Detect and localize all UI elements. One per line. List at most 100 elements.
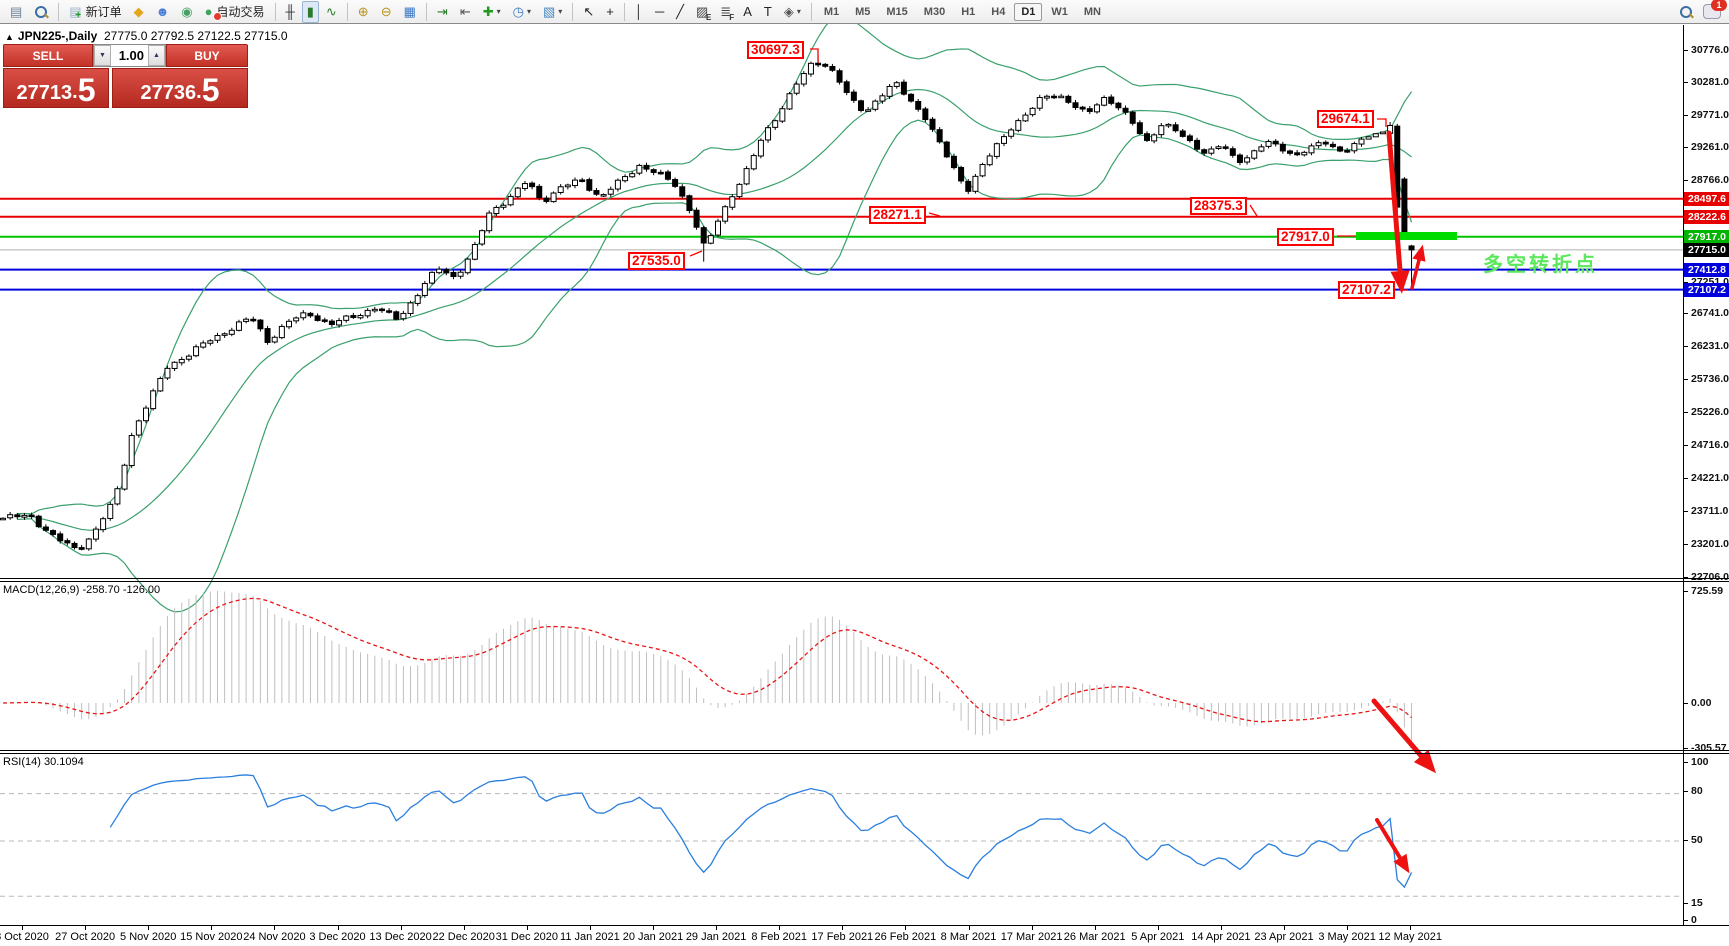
axis-tick-label: 25226.0 [1684, 406, 1729, 419]
text-icon[interactable]: A [738, 1, 757, 23]
pane-separator[interactable] [0, 581, 1729, 582]
trendline-icon[interactable]: ╱ [671, 1, 689, 23]
sell-price[interactable]: 27713. 5 [3, 68, 109, 108]
candle-body [493, 206, 500, 215]
red-trend-arrow[interactable] [1371, 698, 1432, 768]
candlestick-chart-icon[interactable]: ▮ [301, 0, 319, 23]
volume-increase-button[interactable]: ▲ [148, 45, 165, 66]
pane-separator[interactable] [0, 753, 1729, 754]
timeframe-d1[interactable]: D1 [1014, 2, 1043, 21]
price-badge-text: 27715.0 [1688, 244, 1726, 256]
candle-body [1136, 122, 1143, 135]
rsi-axis-label: 0 [1684, 914, 1729, 927]
rsi-line [109, 774, 1413, 889]
axis-tick-label: 28766.0 [1684, 174, 1729, 187]
candle-body [1372, 133, 1379, 138]
candle-body [579, 179, 586, 182]
pane-separator[interactable] [0, 578, 1729, 579]
line-chart-icon[interactable]: ∿ [321, 1, 342, 23]
candle-body [564, 184, 571, 188]
equidistant-channel-icon[interactable]: ▨ E [691, 1, 713, 23]
price-callout-27107.2[interactable]: 27107.2 [1338, 281, 1395, 299]
new-window-icon[interactable]: ▤ [5, 1, 27, 23]
toolbar-separator [810, 2, 812, 21]
candle-body [1129, 111, 1136, 124]
crosshair-icon[interactable]: + [601, 1, 619, 23]
price-callout-27535.0[interactable]: 27535.0 [628, 252, 685, 270]
time-tick [463, 926, 465, 930]
time-axis-label: 8 Feb 2021 [751, 931, 808, 943]
time-axis-label: 5 Apr 2021 [1131, 931, 1185, 943]
timeframe-m5[interactable]: M5 [855, 5, 871, 18]
green-highlight-band[interactable] [1356, 232, 1457, 240]
community-icon[interactable]: ☻ [151, 1, 175, 23]
candle-body [858, 100, 864, 111]
timeframe-w1[interactable]: W1 [1051, 5, 1068, 18]
price-callout-29674.1[interactable]: 29674.1 [1317, 110, 1374, 128]
signals-icon[interactable]: ◉ [176, 1, 197, 23]
price-callout-28375.3[interactable]: 28375.3 [1190, 197, 1247, 215]
print-preview-icon[interactable] [29, 1, 53, 23]
price-callout-30697.3[interactable]: 30697.3 [747, 41, 804, 59]
volume-value[interactable]: 1.00 [118, 48, 144, 63]
candle-body [436, 268, 443, 274]
candle-body [343, 315, 350, 321]
chart-canvas[interactable] [0, 24, 1683, 946]
auto-scroll-icon[interactable]: ⇥ [432, 1, 453, 23]
axis-tick-label: 24716.0 [1684, 439, 1729, 452]
zoom-out-icon[interactable]: ⊖ [376, 1, 397, 23]
axis-tick-label-text: 25226.0 [1691, 406, 1729, 418]
candle-body [7, 514, 14, 519]
vertical-line-icon[interactable]: │ [630, 1, 648, 23]
periods-icon[interactable]: ◷ ▾ [508, 1, 536, 23]
red-trend-arrow[interactable] [1386, 130, 1404, 286]
candle-body [1093, 104, 1100, 113]
deposit-gold-icon[interactable]: ◆ [129, 1, 149, 23]
horizontal-line-icon[interactable]: ─ [650, 1, 669, 23]
chat-unread-badge: 1 [1711, 0, 1727, 11]
rsi-axis-label: 100 [1684, 756, 1729, 769]
candle-body [1358, 138, 1365, 145]
buy-price-main: 27736 [140, 82, 197, 104]
axis-tick-label-text: 30281.0 [1691, 76, 1729, 88]
chart-shift-icon[interactable]: ⇤ [455, 1, 476, 23]
price-callout-27917.0[interactable]: 27917.0 [1277, 228, 1334, 246]
candle-body [1172, 124, 1179, 132]
cursor-icon[interactable]: ↖ [578, 1, 599, 23]
volume-decrease-button[interactable]: ▼ [94, 45, 111, 66]
text-label-icon[interactable]: T [759, 1, 777, 23]
timeframe-m15[interactable]: M15 [886, 5, 908, 18]
buy-button[interactable]: BUY [166, 44, 248, 67]
candle-body [371, 308, 378, 312]
search-icon[interactable] [1679, 5, 1693, 19]
time-axis-label: 3 May 2021 [1318, 931, 1376, 943]
timeframe-m30[interactable]: M30 [923, 5, 946, 18]
pane-separator[interactable] [0, 750, 1729, 751]
candle-body [71, 542, 78, 549]
fibonacci-icon[interactable]: ≣ F [715, 1, 736, 23]
buy-price[interactable]: 27736. 5 [112, 68, 248, 108]
zoom-in-icon[interactable]: ⊕ [353, 1, 374, 23]
timeframe-mn[interactable]: MN [1083, 5, 1101, 18]
candle-body [386, 310, 393, 313]
chat-icon[interactable]: 1 [1703, 0, 1727, 19]
new-order-icon[interactable]: ▤ + 新订单 [64, 1, 126, 23]
price-badge-27412.8: 27412.8 [1684, 263, 1729, 277]
candle-body [421, 283, 428, 296]
bar-chart-icon[interactable]: ╫ [281, 1, 300, 23]
arrows-shapes-icon[interactable]: ◈ ▾ [779, 1, 806, 23]
candle-body [879, 95, 886, 102]
timeframe-m1[interactable]: M1 [823, 5, 840, 18]
indicators-icon[interactable]: ✚ ▾ [478, 1, 506, 23]
price-badge-text: 27412.8 [1688, 264, 1726, 276]
autotrading-icon[interactable]: ● 自动交易 [200, 1, 270, 23]
timeframe-h4[interactable]: H4 [991, 5, 1006, 18]
price-callout-28271.1[interactable]: 28271.1 [869, 206, 926, 224]
sell-button[interactable]: SELL [3, 44, 93, 67]
tile-windows-icon[interactable]: ▦ [399, 1, 421, 23]
candle-body [1051, 95, 1058, 99]
axis-tick-label-text: 24221.0 [1691, 472, 1729, 484]
templates-icon[interactable]: ▧ ▾ [538, 1, 567, 23]
timeframe-h1[interactable]: H1 [961, 5, 976, 18]
candle-body [736, 183, 743, 198]
